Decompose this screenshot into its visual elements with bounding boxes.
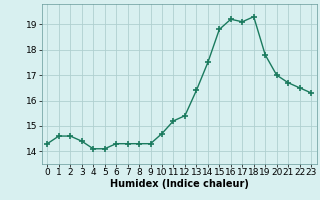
- X-axis label: Humidex (Indice chaleur): Humidex (Indice chaleur): [110, 179, 249, 189]
